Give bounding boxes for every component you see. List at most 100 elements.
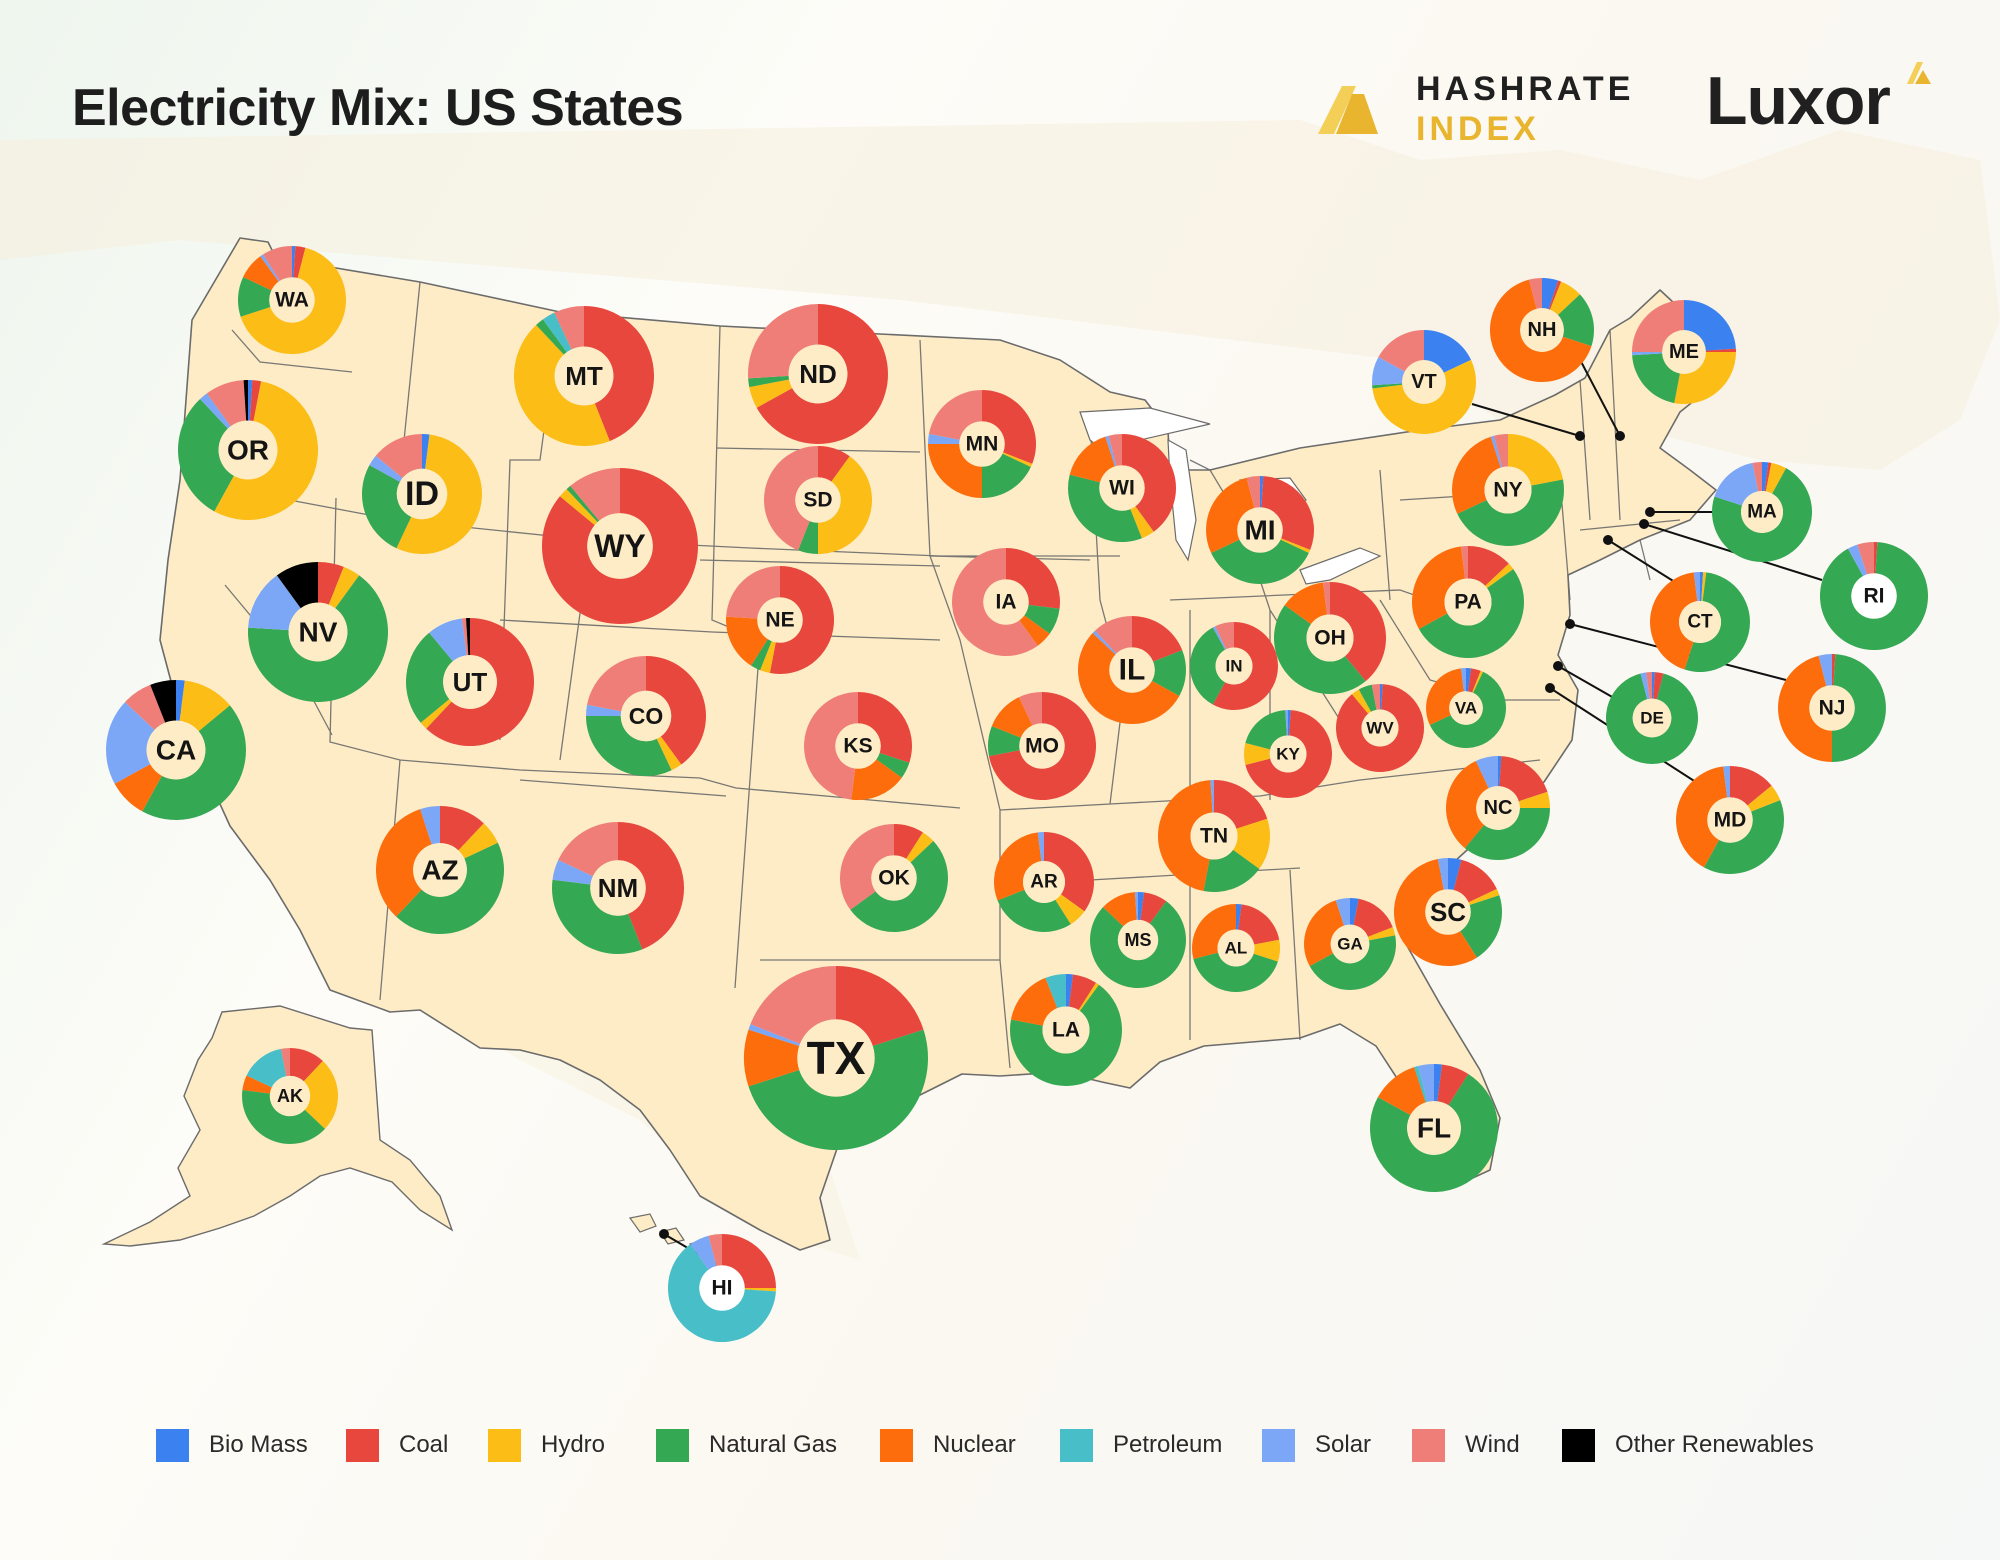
state-label-nv: NV xyxy=(299,617,338,648)
donut-hole-nh xyxy=(1520,308,1564,352)
brand-line-2: INDEX xyxy=(1416,110,1540,148)
slice-md-coal xyxy=(1730,766,1772,806)
slice-nj-nuclear xyxy=(1778,655,1832,762)
slice-wi-natural-gas xyxy=(1068,474,1142,543)
slice-ca-hydro xyxy=(179,680,230,732)
donut-in: IN xyxy=(1189,622,1278,710)
slice-hi-coal xyxy=(722,1234,776,1288)
slice-sc-bio-mass xyxy=(1448,858,1462,891)
slice-nj-solar xyxy=(1818,654,1832,687)
slice-nv-other-renewables xyxy=(276,562,318,609)
donut-hole-mi xyxy=(1237,507,1283,553)
donut-co: CO xyxy=(585,656,707,777)
slice-ia-coal xyxy=(1006,548,1060,609)
slice-me-wind xyxy=(1632,300,1684,352)
slice-ut-natural-gas xyxy=(405,632,453,723)
donut-wy: WY xyxy=(541,468,698,624)
slice-ok-wind xyxy=(839,823,894,910)
state-label-mo: MO xyxy=(1025,735,1059,758)
slice-ar-coal xyxy=(1044,832,1094,912)
slice-ks-coal xyxy=(858,692,913,763)
donut-ga: GA xyxy=(1304,898,1397,991)
state-label-ct: CT xyxy=(1687,612,1713,633)
slice-ak-nuclear xyxy=(242,1075,272,1094)
slice-or-wind xyxy=(206,380,247,427)
donut-hole-ne xyxy=(757,597,803,643)
slice-de-natural-gas xyxy=(1606,673,1698,765)
slice-ks-nuclear xyxy=(851,759,902,800)
donut-hole-fl xyxy=(1407,1101,1461,1155)
slice-oh-wind xyxy=(1322,582,1330,615)
donut-hole-nj xyxy=(1809,685,1855,731)
donut-hole-nv xyxy=(288,602,348,662)
slice-ma-bio-mass xyxy=(1762,461,1769,492)
slice-pa-wind xyxy=(1460,546,1468,579)
slice-in-coal xyxy=(1212,622,1278,710)
donut-wv: WV xyxy=(1335,684,1424,773)
legend-swatch xyxy=(656,1428,689,1462)
slice-ma-coal xyxy=(1764,462,1772,492)
state-label-az: AZ xyxy=(421,855,458,886)
slice-hi-solar xyxy=(690,1235,717,1270)
slice-ky-natural-gas xyxy=(1245,710,1287,750)
slice-id-wind xyxy=(375,433,422,478)
slice-co-wind xyxy=(587,656,646,712)
state-label-nc: NC xyxy=(1484,797,1513,819)
slice-fl-natural-gas xyxy=(1370,1073,1499,1193)
donut-de: DE xyxy=(1606,672,1698,765)
slice-va-nuclear xyxy=(1426,668,1464,726)
slice-la-petroleum xyxy=(1045,974,1066,1009)
slice-sd-hydro xyxy=(818,456,873,554)
state-label-de: DE xyxy=(1640,709,1664,728)
slice-ky-hydro xyxy=(1243,743,1271,765)
donut-hole-sc xyxy=(1425,889,1471,935)
state-label-wy: WY xyxy=(594,528,646,564)
slice-ia-natural-gas xyxy=(1024,604,1060,634)
state-label-pa: PA xyxy=(1454,591,1482,614)
slice-wv-bio-mass xyxy=(1380,684,1383,710)
hashrate-index-logo: HASHRATE INDEX xyxy=(1316,68,1646,148)
donut-hole-or xyxy=(218,420,278,480)
slice-wi-nuclear xyxy=(1069,436,1115,483)
donut-ri: RI xyxy=(1819,542,1928,651)
donut-hole-id xyxy=(396,468,448,520)
donut-tn: TN xyxy=(1157,780,1270,893)
slice-ga-hydro xyxy=(1367,927,1396,941)
slice-ct-hydro xyxy=(1701,572,1707,602)
slice-pa-coal xyxy=(1468,546,1509,586)
slice-oh-natural-gas xyxy=(1273,605,1366,695)
slice-ma-solar xyxy=(1714,462,1759,506)
slice-ak-wind xyxy=(281,1048,290,1077)
slice-ia-nuclear xyxy=(1019,615,1050,646)
slice-co-natural-gas xyxy=(585,716,672,777)
slice-ma-natural-gas xyxy=(1712,468,1813,562)
slice-id-bio-mass xyxy=(422,434,430,469)
slice-nv-hydro xyxy=(328,566,360,609)
slice-in-solar xyxy=(1212,626,1227,650)
legend-item-wind: Wind xyxy=(1412,1428,1520,1462)
slice-ne-hydro xyxy=(760,641,776,674)
slice-nm-wind xyxy=(558,822,618,877)
state-label-or: OR xyxy=(227,435,269,466)
legend-item-natural-gas: Natural Gas xyxy=(656,1428,837,1462)
slice-nh-natural-gas xyxy=(1557,294,1594,347)
state-label-ne: NE xyxy=(765,609,794,632)
slice-md-natural-gas xyxy=(1703,800,1785,874)
donut-hole-ny xyxy=(1484,466,1532,514)
legend-swatch xyxy=(1262,1428,1295,1462)
slice-co-hydro xyxy=(656,736,682,771)
state-donuts: WA OR CA NV ID MT WY UT CO AZ NM ND SD NE KS OK TX MN IA MO… xyxy=(106,246,1928,1342)
legend-item-other-renewables: Other Renewables xyxy=(1562,1428,1814,1462)
slice-ri-natural-gas xyxy=(1819,542,1928,651)
slice-il-natural-gas xyxy=(1151,650,1187,697)
slice-vt-solar xyxy=(1371,356,1405,386)
slice-ak-petroleum xyxy=(246,1048,287,1088)
slice-ga-nuclear xyxy=(1304,900,1345,967)
donut-hole-mn xyxy=(959,421,1005,467)
state-label-tn: TN xyxy=(1200,825,1228,848)
slice-ok-natural-gas xyxy=(850,841,948,932)
slice-ms-solar xyxy=(1134,891,1138,920)
donut-al: AL xyxy=(1191,904,1281,993)
donut-hole-mo xyxy=(1019,723,1065,769)
